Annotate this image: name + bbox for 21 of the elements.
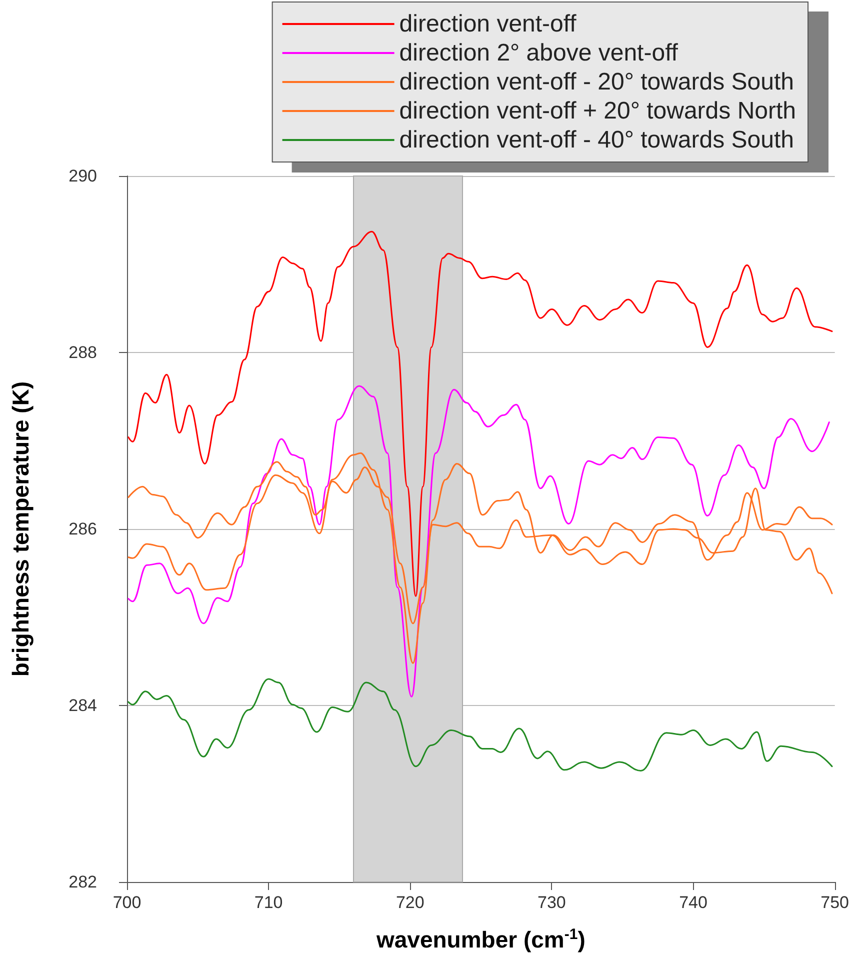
legend-label: direction vent-off + 20° towards North: [399, 98, 796, 124]
legend-label: direction vent-off - 20° towards South: [399, 68, 794, 96]
y-tick-label: 284: [68, 696, 97, 715]
x-tick-label: 720: [396, 893, 424, 912]
legend-label: direction 2° above vent-off: [399, 40, 678, 66]
legend-label: direction vent-off - 40° towards South: [399, 126, 794, 154]
y-tick-label: 286: [68, 520, 97, 538]
y-axis-title: brightness temperature (K): [8, 381, 34, 677]
y-tick-label: 290: [68, 166, 97, 186]
x-tick-label: 750: [820, 893, 850, 912]
x-tick-label: 710: [254, 893, 283, 912]
x-tick-label: 730: [538, 893, 566, 912]
line-series: [128, 452, 833, 664]
y-tick-label: 282: [68, 872, 97, 892]
line-series: [128, 678, 833, 772]
line-series: [128, 230, 833, 597]
x-tick-label: 740: [679, 893, 708, 912]
y-tick-label: 288: [68, 343, 97, 362]
legend-label: direction vent-off: [399, 10, 577, 38]
line-series: [128, 385, 830, 698]
x-tick-label: 700: [112, 893, 142, 912]
